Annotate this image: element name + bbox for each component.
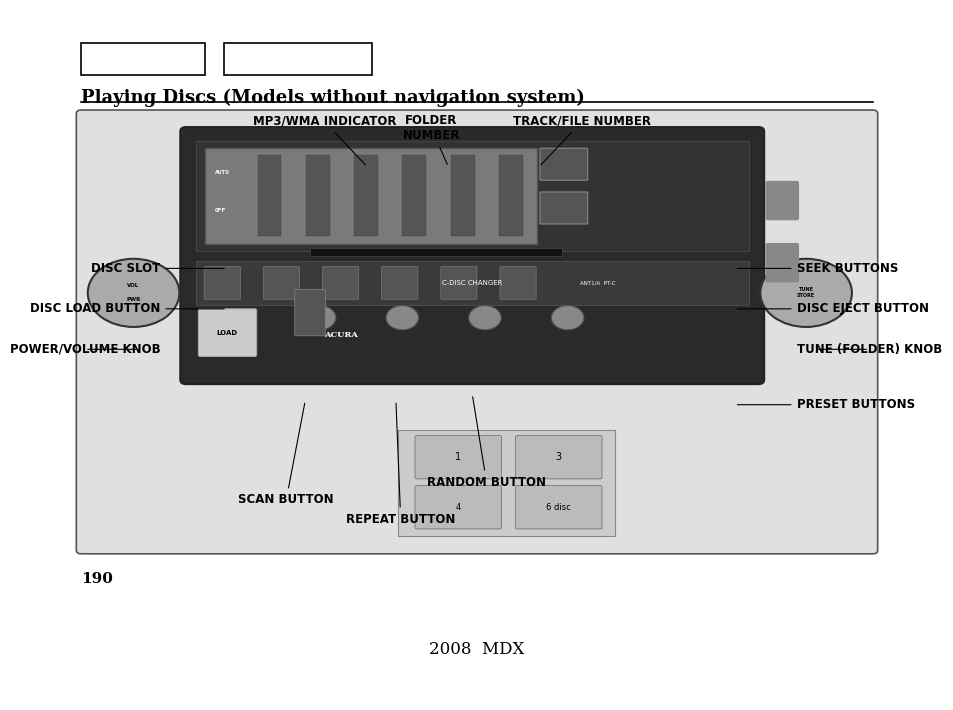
Bar	[195, 261, 748, 305]
Text: DISC LOAD BUTTON: DISC LOAD BUTTON	[30, 302, 224, 315]
Bar	[354, 155, 377, 236]
Text: TUNE (FOLDER) KNOB: TUNE (FOLDER) KNOB	[796, 343, 941, 356]
Text: SCAN BUTTON: SCAN BUTTON	[238, 403, 334, 506]
Circle shape	[303, 305, 335, 329]
FancyBboxPatch shape	[515, 486, 601, 529]
FancyBboxPatch shape	[180, 127, 763, 384]
Text: ACURA: ACURA	[323, 331, 357, 339]
Text: VOL: VOL	[128, 283, 139, 288]
Bar	[224, 43, 372, 75]
Text: SEEK BUTTONS: SEEK BUTTONS	[737, 262, 897, 275]
FancyBboxPatch shape	[539, 148, 587, 180]
FancyBboxPatch shape	[415, 486, 501, 529]
Text: 1: 1	[455, 452, 461, 462]
FancyBboxPatch shape	[440, 266, 476, 300]
Text: 4: 4	[456, 503, 460, 512]
FancyBboxPatch shape	[765, 244, 798, 282]
Text: 2008  MDX: 2008 MDX	[429, 641, 524, 658]
FancyBboxPatch shape	[198, 309, 256, 356]
Text: POWER/VOLUME KNOB: POWER/VOLUME KNOB	[10, 343, 160, 356]
Text: MP3/WMA INDICATOR: MP3/WMA INDICATOR	[253, 115, 395, 165]
FancyBboxPatch shape	[765, 181, 798, 220]
Circle shape	[468, 305, 500, 329]
Text: ANT1/A  PT-C: ANT1/A PT-C	[579, 280, 616, 285]
Bar	[81, 43, 205, 75]
Text: DISC SLOT: DISC SLOT	[91, 262, 224, 275]
FancyBboxPatch shape	[204, 266, 240, 300]
FancyBboxPatch shape	[515, 435, 601, 479]
Circle shape	[551, 305, 583, 329]
Text: REPEAT BUTTON: REPEAT BUTTON	[346, 403, 455, 525]
Text: PWR: PWR	[126, 297, 141, 302]
Bar	[257, 155, 281, 236]
FancyBboxPatch shape	[263, 266, 299, 300]
Text: LOAD: LOAD	[216, 329, 237, 336]
Circle shape	[386, 305, 418, 329]
Bar	[498, 155, 522, 236]
FancyBboxPatch shape	[381, 266, 417, 300]
FancyBboxPatch shape	[294, 290, 325, 336]
FancyBboxPatch shape	[76, 110, 877, 554]
Text: Playing Discs (Models without navigation system): Playing Discs (Models without navigation…	[81, 89, 584, 107]
Text: TUNE
STORE: TUNE STORE	[797, 288, 814, 298]
Bar	[450, 155, 474, 236]
Bar	[195, 141, 748, 251]
Text: RANDOM BUTTON: RANDOM BUTTON	[427, 397, 545, 488]
Text: 190: 190	[81, 572, 112, 586]
Text: TRACK/FILE NUMBER: TRACK/FILE NUMBER	[513, 115, 650, 165]
Bar	[310, 248, 561, 256]
Text: PRESET BUTTONS: PRESET BUTTONS	[737, 398, 914, 411]
Text: OFF: OFF	[214, 208, 226, 213]
FancyBboxPatch shape	[415, 435, 501, 479]
Text: FOLDER
NUMBER: FOLDER NUMBER	[402, 114, 459, 164]
Bar	[397, 430, 615, 536]
Text: 6 disc: 6 disc	[546, 503, 571, 512]
Text: 3: 3	[556, 452, 561, 462]
FancyBboxPatch shape	[322, 266, 358, 300]
Circle shape	[88, 258, 179, 327]
Bar	[205, 148, 537, 244]
Text: C-DISC CHANGER: C-DISC CHANGER	[441, 280, 502, 286]
FancyBboxPatch shape	[539, 192, 587, 224]
Text: AUTO: AUTO	[214, 170, 230, 175]
Text: DISC EJECT BUTTON: DISC EJECT BUTTON	[737, 302, 927, 315]
Circle shape	[760, 258, 851, 327]
FancyBboxPatch shape	[499, 266, 536, 300]
Bar	[306, 155, 330, 236]
Bar	[402, 155, 426, 236]
